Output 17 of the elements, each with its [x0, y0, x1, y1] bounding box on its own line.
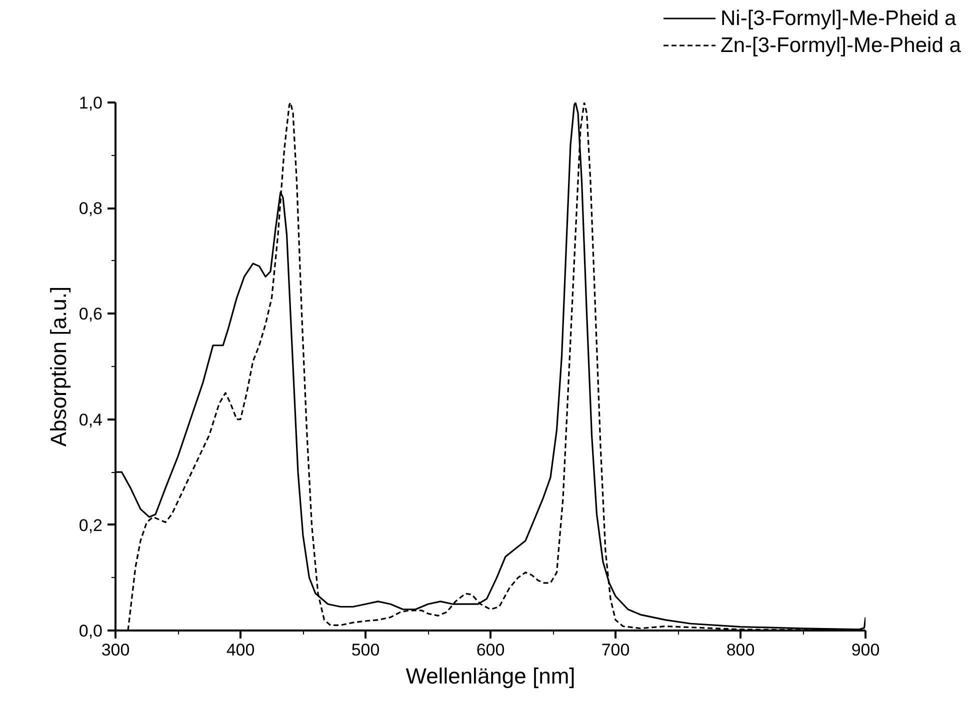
- x-tick-label: 400: [226, 640, 255, 660]
- y-tick-label: 0,4: [78, 410, 103, 430]
- x-tick-label: 600: [476, 640, 505, 660]
- y-tick-label: 0,0: [78, 622, 103, 640]
- x-tick-label: 700: [601, 640, 630, 660]
- x-tick-label: 300: [101, 640, 130, 660]
- x-tick-label: 500: [351, 640, 380, 660]
- x-tick-label: 800: [726, 640, 755, 660]
- x-axis-title: Wellenlänge [nm]: [406, 664, 576, 688]
- y-tick-label: 0,8: [78, 199, 103, 218]
- legend-label: Ni-[3-Formyl]-Me-Pheid a: [720, 7, 957, 30]
- y-tick-label: 0,2: [78, 516, 103, 535]
- y-tick-label: 1,0: [78, 94, 103, 112]
- y-axis-title: Absorption [a.u.]: [46, 286, 71, 447]
- y-tick-label: 0,6: [78, 304, 103, 324]
- legend-label: Zn-[3-Formyl]-Me-Pheid a: [720, 34, 962, 57]
- x-tick-label: 900: [851, 640, 880, 660]
